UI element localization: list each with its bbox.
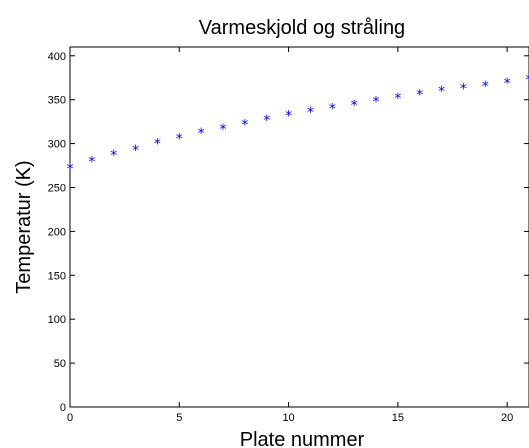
data-point: *: [438, 84, 445, 100]
x-tick-label: 10: [282, 412, 294, 424]
data-point: *: [329, 102, 336, 118]
data-series: * * * * * * * * * * * * * * * * * * * * * *: [67, 73, 529, 178]
x-axis-ticks: 0 5 10 15 20: [67, 47, 513, 424]
plot-area-frame: [70, 47, 529, 407]
y-tick-label: 300: [48, 139, 66, 151]
data-point: *: [351, 98, 358, 114]
y-tick-label: 0: [60, 402, 66, 414]
y-tick-label: 250: [48, 182, 66, 194]
x-tick-label: 5: [176, 412, 182, 424]
data-point: *: [154, 137, 161, 153]
data-point: *: [416, 88, 423, 104]
x-tick-label: 15: [392, 412, 404, 424]
y-axis-ticks: 0 50 100 150 200 250 300 350 400: [48, 51, 529, 414]
y-tick-label: 150: [48, 270, 66, 282]
data-point: *: [285, 109, 292, 125]
data-point: *: [176, 131, 183, 147]
data-point: *: [526, 73, 529, 89]
data-point: *: [241, 117, 248, 133]
x-axis-label: Plate nummer: [240, 429, 365, 448]
data-point: *: [132, 143, 139, 159]
data-point: *: [198, 126, 205, 142]
data-point: *: [110, 148, 117, 164]
y-tick-label: 50: [54, 358, 66, 370]
data-point: *: [482, 79, 489, 95]
y-axis-label: Temperatur (K): [13, 160, 35, 293]
y-tick-label: 100: [48, 314, 66, 326]
data-point: *: [373, 95, 380, 111]
y-tick-label: 350: [48, 95, 66, 107]
y-tick-label: 400: [48, 51, 66, 63]
data-point: *: [460, 81, 467, 97]
data-point: *: [67, 161, 74, 177]
data-point: *: [220, 122, 227, 138]
x-tick-label: 20: [501, 412, 513, 424]
data-point: *: [263, 113, 270, 129]
data-point: *: [88, 154, 95, 170]
data-point: *: [504, 76, 511, 92]
chart-title: Varmeskjold og stråling: [199, 17, 405, 39]
y-tick-label: 200: [48, 226, 66, 238]
x-tick-label: 0: [67, 412, 73, 424]
data-point: *: [394, 91, 401, 107]
data-point: *: [307, 105, 314, 121]
